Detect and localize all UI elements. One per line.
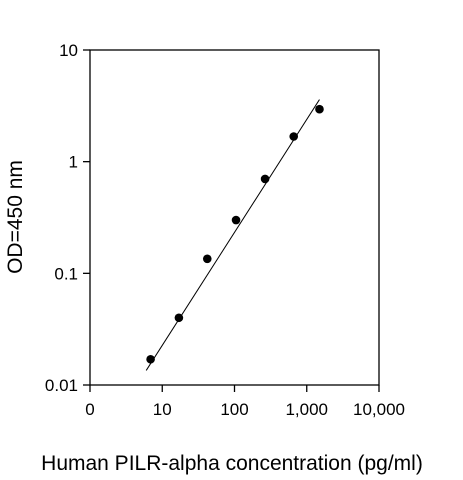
data-point (146, 354, 155, 364)
x-tick-label: 10 (153, 400, 172, 419)
y-ticks: 0.01 0.1 1 10 (45, 41, 90, 395)
y-tick-label: 1 (69, 153, 78, 172)
data-point (174, 313, 184, 323)
x-tick-label: 1,000 (285, 400, 328, 419)
y-axis-title: OD=450 nm (4, 160, 27, 274)
x-ticks: 0 10 100 1,000 10,000 (85, 385, 405, 419)
x-tick-label: 0 (85, 400, 94, 419)
x-tick-label: 10,000 (353, 400, 405, 419)
data-points (146, 104, 324, 364)
data-point (231, 215, 241, 225)
y-tick-label: 0.01 (45, 376, 78, 395)
y-tick-label: 0.1 (54, 264, 78, 283)
x-axis-title: Human PILR-alpha concentration (pg/ml) (41, 452, 423, 475)
data-point (315, 104, 324, 114)
x-tick-label: 100 (220, 400, 248, 419)
data-point (260, 174, 270, 184)
data-point (289, 132, 299, 141)
y-tick-label: 10 (59, 41, 78, 60)
fit-line (145, 99, 320, 371)
data-point (202, 254, 212, 264)
fit-line-group (145, 99, 320, 371)
